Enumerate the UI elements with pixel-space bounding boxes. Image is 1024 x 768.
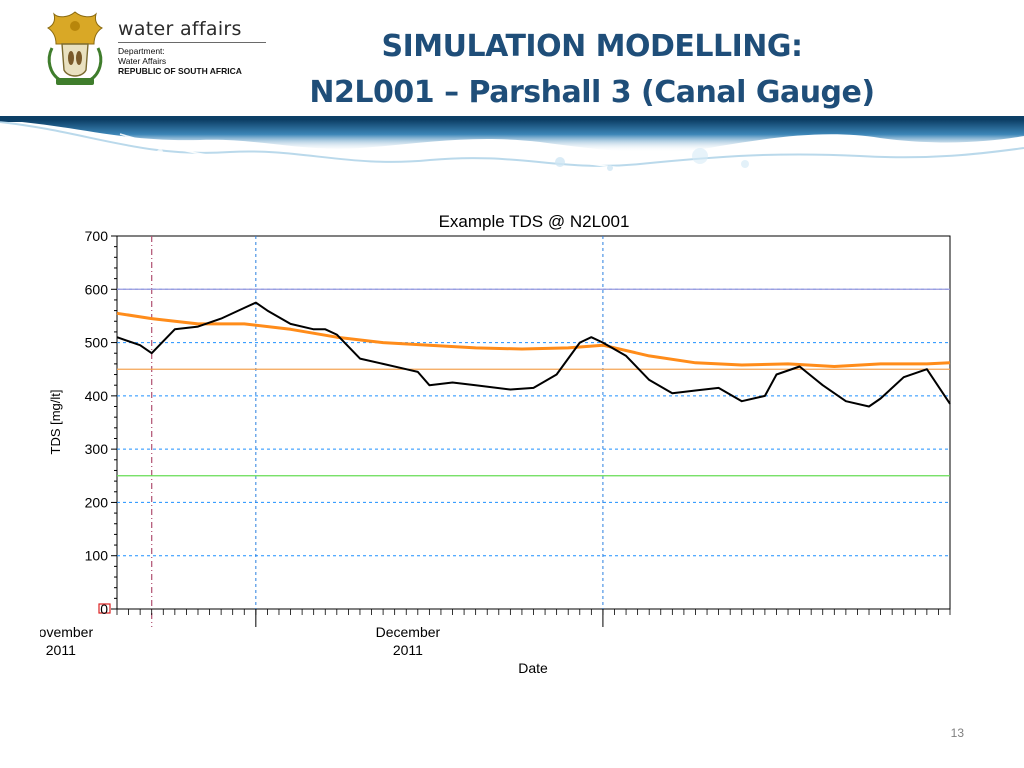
y-axis-ticks: 0 100 200 300 400 500 600 700	[85, 228, 117, 617]
x-tick-label-month: November	[40, 624, 93, 640]
y-tick-label: 200	[85, 494, 109, 510]
x-axis-ticks: November 2011 December 2011	[40, 609, 951, 658]
brand-name: water affairs	[118, 18, 242, 40]
y-tick-label: 100	[85, 548, 109, 564]
country-name: REPUBLIC OF SOUTH AFRICA	[118, 66, 242, 76]
series-line-tds	[116, 301, 951, 408]
series-line-moving-average	[116, 311, 951, 368]
department-name: Water Affairs	[118, 55, 167, 66]
y-tick-label: 500	[85, 335, 109, 351]
y-tick-label: 0	[100, 601, 108, 617]
x-tick-label-month: December	[376, 624, 441, 640]
x-axis-label: Date	[518, 660, 548, 676]
department-logo: water affairs Department: Water Affairs …	[44, 8, 274, 94]
plot-area	[116, 235, 951, 610]
x-tick-label-year: 2011	[46, 642, 76, 658]
y-tick-label: 300	[85, 441, 109, 457]
y-tick-label: 400	[85, 388, 109, 404]
series-lines	[116, 301, 951, 408]
slide-title-line2: N2L001 – Parshall 3 (Canal Gauge)	[309, 75, 875, 110]
x-tick-label-year: 2011	[393, 642, 423, 658]
y-tick-label: 600	[85, 281, 109, 297]
water-splash-banner	[0, 116, 1024, 171]
y-tick-label: 700	[85, 228, 109, 244]
slide-title-line1: SIMULATION MODELLING:	[381, 29, 803, 64]
y-axis-label: TDS [mg/lt]	[48, 389, 63, 454]
reference-lines	[117, 288, 950, 477]
department-label: Department:	[118, 46, 165, 56]
tds-chart: Example TDS @ N2L001 TDS [mg/lt] Date 0 1…	[40, 212, 951, 676]
brand-divider	[118, 42, 266, 43]
brand-text-block: water affairs Department: Water Affairs …	[118, 18, 274, 76]
page-number: 13	[950, 726, 964, 740]
slide-title: SIMULATION MODELLING: N2L001 – Parshall …	[262, 24, 922, 116]
start-marker-box	[98, 603, 111, 614]
slide-header: water affairs Department: Water Affairs …	[0, 0, 1024, 185]
coat-of-arms-icon	[47, 11, 103, 85]
chart-title: Example TDS @ N2L001	[439, 212, 630, 231]
